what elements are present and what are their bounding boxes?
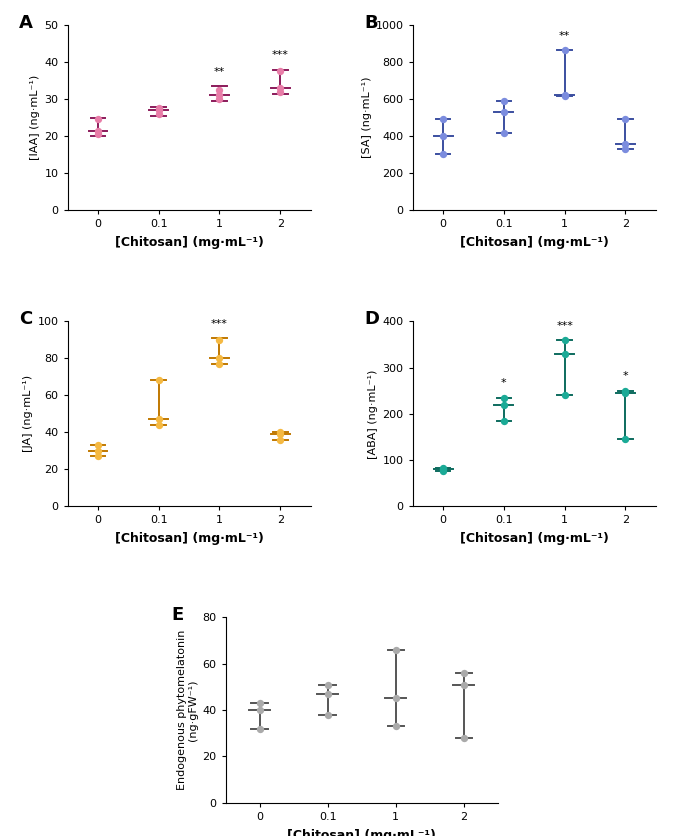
Point [275,427,286,441]
Point [214,93,225,106]
Point [559,43,570,57]
Point [498,398,509,411]
Point [498,414,509,427]
Text: A: A [19,14,33,32]
Point [214,333,225,346]
Point [322,678,333,691]
Point [620,432,631,446]
Point [153,104,164,117]
X-axis label: [Chitosan] (mg·mL⁻¹): [Chitosan] (mg·mL⁻¹) [115,236,264,249]
Text: D: D [364,310,379,329]
Text: ***: *** [556,320,573,330]
Point [437,461,448,475]
Point [275,81,286,94]
Point [437,462,448,476]
Point [458,678,469,691]
Point [93,450,103,463]
Point [153,374,164,387]
Point [214,84,225,97]
Point [322,708,333,721]
Point [620,137,631,150]
Y-axis label: Endogenous phytomelatonin
(ng·gFW⁻¹): Endogenous phytomelatonin (ng·gFW⁻¹) [176,630,198,790]
Point [498,94,509,108]
Text: *: * [623,371,628,381]
Text: **: ** [559,31,571,41]
Point [275,426,286,439]
Point [275,64,286,78]
Point [559,347,570,360]
Point [620,386,631,400]
Point [153,107,164,120]
Point [559,89,570,102]
Point [275,85,286,99]
Point [214,89,225,102]
Point [93,124,103,137]
Text: B: B [364,14,378,32]
Y-axis label: [SA] (ng·mL⁻¹): [SA] (ng·mL⁻¹) [362,77,372,158]
Y-axis label: [JA] (ng·mL⁻¹): [JA] (ng·mL⁻¹) [24,375,33,452]
Point [214,357,225,370]
Point [390,643,401,656]
Point [559,89,570,103]
Point [437,464,448,477]
X-axis label: [Chitosan] (mg·mL⁻¹): [Chitosan] (mg·mL⁻¹) [287,828,436,836]
Point [559,389,570,402]
Point [458,666,469,680]
Point [498,105,509,119]
Point [93,128,103,141]
Text: ***: *** [211,319,228,329]
Point [153,413,164,426]
Text: C: C [19,310,32,329]
Y-axis label: [ABA] (ng·mL⁻¹): [ABA] (ng·mL⁻¹) [368,370,379,458]
Point [153,418,164,431]
Point [559,333,570,346]
Point [254,703,265,716]
Point [390,691,401,705]
Point [437,130,448,143]
Point [322,687,333,701]
Point [437,113,448,126]
X-axis label: [Chitosan] (mg·mL⁻¹): [Chitosan] (mg·mL⁻¹) [460,236,608,249]
X-axis label: [Chitosan] (mg·mL⁻¹): [Chitosan] (mg·mL⁻¹) [115,533,264,545]
Text: E: E [171,606,183,624]
Point [620,113,631,126]
Point [275,433,286,446]
Point [93,444,103,457]
Point [498,127,509,140]
Text: *: * [501,379,506,389]
Point [214,352,225,365]
Text: **: ** [214,67,225,77]
Point [458,731,469,744]
X-axis label: [Chitosan] (mg·mL⁻¹): [Chitosan] (mg·mL⁻¹) [460,533,608,545]
Point [93,113,103,126]
Point [153,102,164,115]
Point [620,142,631,155]
Point [254,721,265,735]
Point [620,384,631,397]
Text: ***: *** [272,50,289,60]
Point [254,696,265,710]
Point [498,391,509,405]
Y-axis label: [IAA] (ng·mL⁻¹): [IAA] (ng·mL⁻¹) [30,75,41,161]
Point [437,147,448,161]
Point [390,720,401,733]
Point [93,439,103,452]
